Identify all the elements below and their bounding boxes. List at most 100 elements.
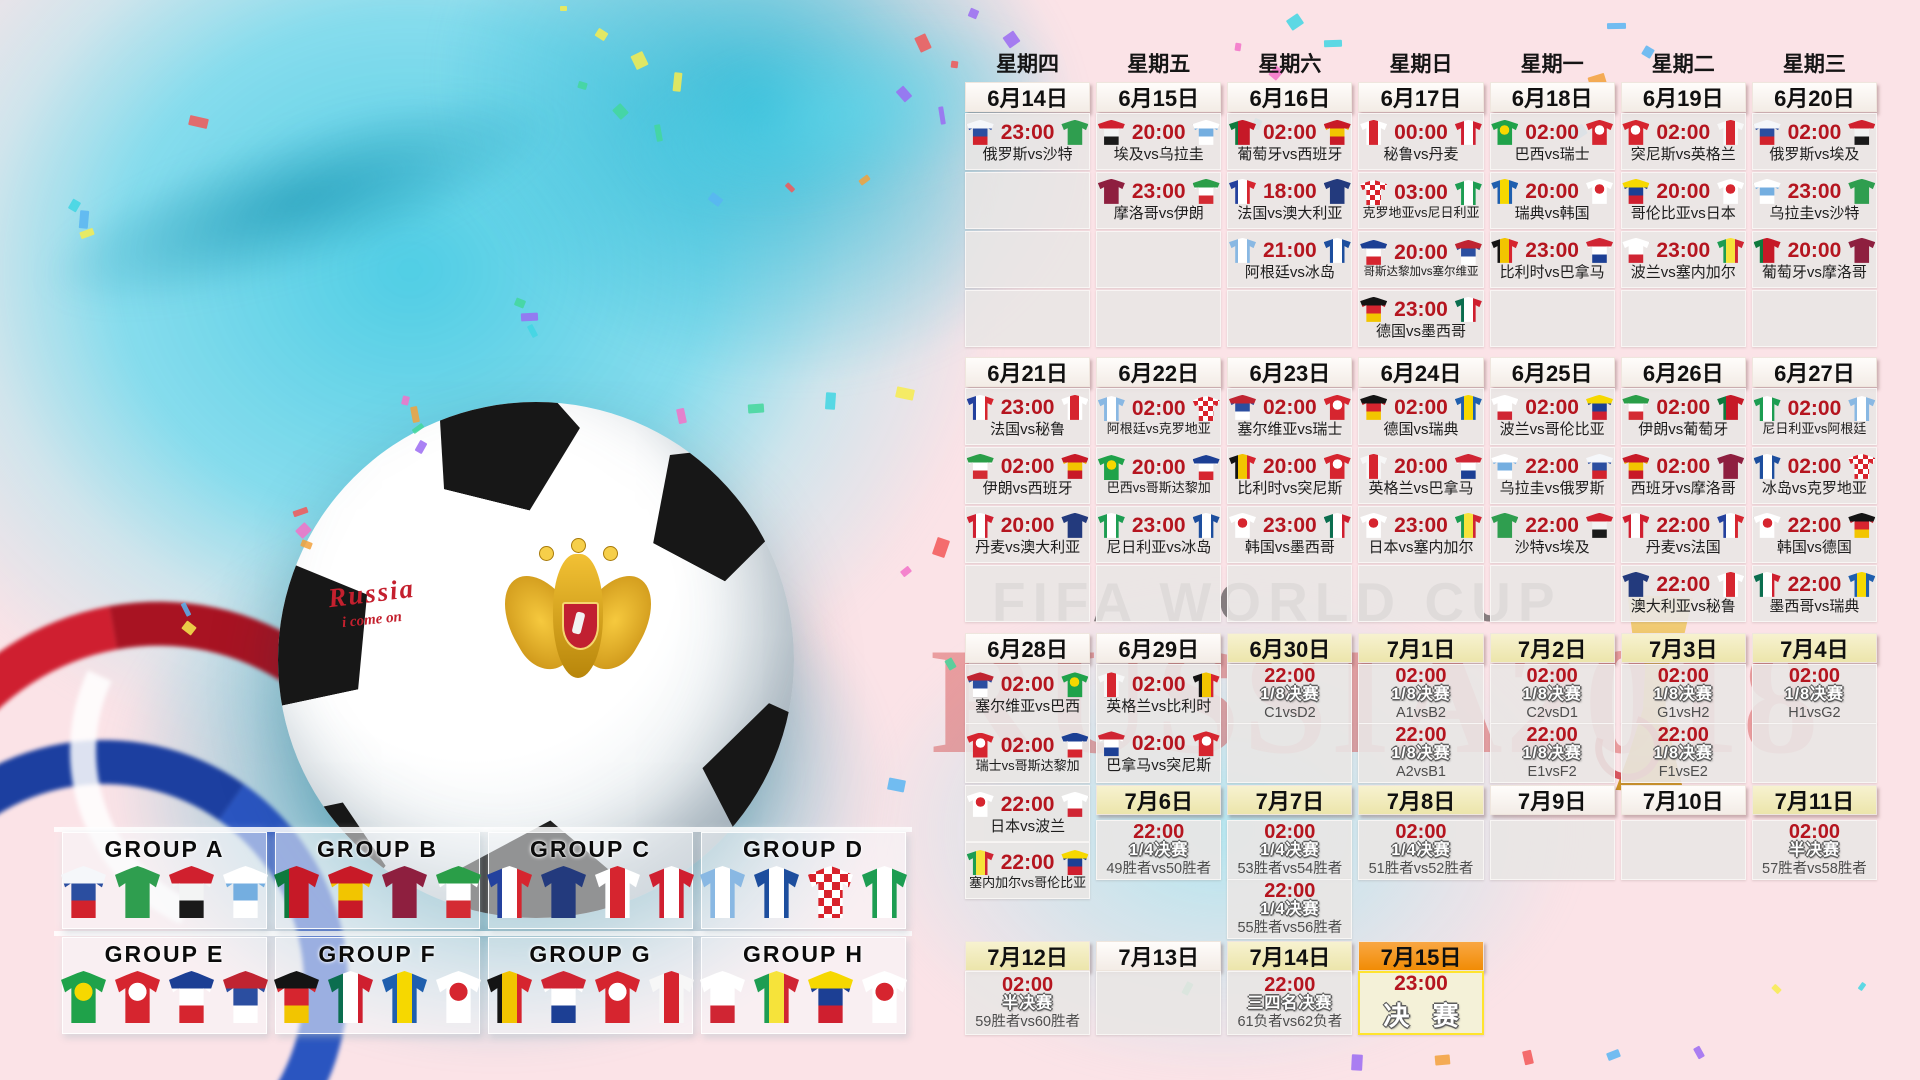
match-cell: 02:00 阿根廷vs克罗地亚 xyxy=(1096,388,1222,445)
pairing-label: 61负者vs62负者 xyxy=(1237,1013,1343,1030)
team-jersey-icon xyxy=(1360,296,1388,322)
calendar-row: 6月14日 6月15日 6月16日 6月17日 6月18日 6月19日 6月20日 xyxy=(965,82,1877,112)
calendar-row: 02:00 伊朗vs西班牙 20:00 巴西vs哥斯达黎加 20:00 比利时vs突尼斯 2… xyxy=(965,447,1877,504)
knockout-cell: 02:00 半决赛 57胜者vs58胜者 xyxy=(1751,820,1877,880)
team-jersey-icon xyxy=(169,971,214,1023)
team-jersey-icon xyxy=(1454,239,1482,265)
team-jersey-icon xyxy=(541,971,586,1023)
team-jersey-icon xyxy=(1848,119,1876,145)
match-row: 23:00 xyxy=(966,394,1089,420)
match-time: 02:00 xyxy=(1131,732,1186,756)
team-jersey-icon xyxy=(1192,731,1220,757)
match-time: 21:00 xyxy=(1263,238,1317,262)
confetti-piece xyxy=(1434,1054,1451,1066)
match-cell: 20:00 葡萄牙vs摩洛哥 xyxy=(1751,231,1877,288)
team-jersey-icon xyxy=(115,971,160,1023)
team-jersey-icon xyxy=(1491,237,1519,263)
team-jersey-icon xyxy=(966,394,994,420)
match-teams: 瑞士vs哥斯达黎加 xyxy=(975,757,1080,773)
date-box: 6月20日 xyxy=(1751,82,1877,112)
confetti-piece xyxy=(1606,22,1627,30)
group-label: GROUP A xyxy=(104,836,225,862)
match-time: 03:00 xyxy=(1394,181,1448,205)
match-time: 22:00 xyxy=(1787,572,1842,596)
match-row: 23:00 xyxy=(1622,237,1745,263)
group-box-d: GROUP D xyxy=(700,832,907,929)
date-box: 6月27日 xyxy=(1751,357,1877,387)
knockout-cell: 22:00 1/8决赛 E1vsF2 xyxy=(1489,723,1615,783)
match-time: 23:00 xyxy=(1525,238,1579,262)
calendar-row: 23:00 俄罗斯vs沙特 20:00 埃及vs乌拉圭 02:00 葡萄牙vs西班牙 00:… xyxy=(965,113,1877,170)
calendar-row: 6月21日 6月22日 6月23日 6月24日 6月25日 6月26日 6月27日 xyxy=(965,357,1877,387)
group-box-e: GROUP E xyxy=(61,937,268,1034)
match-time: 22:00 xyxy=(1525,454,1579,478)
date-box: 6月14日 xyxy=(965,82,1091,112)
confetti-piece xyxy=(1285,13,1305,31)
match-row: 23:00 xyxy=(1491,237,1613,263)
final-match-cell: 23:00 决 赛 xyxy=(1358,971,1484,1035)
group-shelf-bar xyxy=(54,827,912,832)
date-box: 6月29日 xyxy=(1096,633,1222,663)
pairing-label: C2vsD1 xyxy=(1526,704,1578,721)
team-jersey-icon xyxy=(1360,180,1388,206)
match-time: 23:00 xyxy=(1131,513,1186,537)
match-teams: 伊朗vs西班牙 xyxy=(982,479,1073,497)
match-time: 02:00 xyxy=(1787,397,1842,421)
match-time: 02:00 xyxy=(1657,665,1709,687)
group-label: GROUP E xyxy=(104,941,225,967)
date-box: 7月11日 xyxy=(1751,785,1877,815)
team-jersey-icon xyxy=(1061,672,1089,698)
match-teams: 乌拉圭vs俄罗斯 xyxy=(1499,479,1605,497)
match-row: 02:00 xyxy=(966,672,1089,698)
group-box-c: GROUP C xyxy=(487,832,694,929)
team-jersey-icon xyxy=(1717,571,1745,597)
match-cell: 22:00 澳大利亚vs秘鲁 xyxy=(1620,565,1746,622)
crown-icon xyxy=(603,546,618,561)
pairing-label: 57胜者vs58胜者 xyxy=(1762,860,1867,877)
date-box: 7月13日 xyxy=(1096,941,1222,971)
team-jersey-icon xyxy=(1454,453,1482,479)
weekday-label: 星期一 xyxy=(1520,53,1584,76)
team-jersey-icon xyxy=(966,672,994,698)
date-box: 6月25日 xyxy=(1489,357,1615,387)
team-jersey-icon xyxy=(1491,512,1519,538)
calendar-row: 02:00 瑞士vs哥斯达黎加 02:00 巴拿马vs突尼斯 22:00 1/8决赛 A2v… xyxy=(965,723,1877,783)
team-jersey-icon xyxy=(1454,296,1482,322)
groups-panel: GROUP A GROUP B GROUP C GROUP D GROUP E GROUP… xyxy=(61,832,907,1034)
team-jersey-icon xyxy=(1586,453,1613,479)
date-box: 7月4日 xyxy=(1751,633,1877,663)
match-row: 22:00 xyxy=(1753,571,1876,597)
date-box: 7月2日 xyxy=(1489,633,1615,663)
match-teams: 秘鲁vs丹麦 xyxy=(1383,145,1459,163)
date-box: 6月16日 xyxy=(1227,82,1353,112)
match-cell: 23:00 日本vs塞内加尔 xyxy=(1358,506,1484,563)
empty-cell xyxy=(1096,290,1222,347)
russia-coat-of-arms xyxy=(488,538,668,700)
team-jersey-icon xyxy=(1061,394,1089,420)
match-row: 20:00 xyxy=(1097,119,1220,145)
match-row: 18:00 xyxy=(1229,178,1351,204)
match-teams: 法国vs澳大利亚 xyxy=(1237,204,1343,222)
match-cell: 02:00 尼日利亚vs阿根廷 xyxy=(1751,388,1877,445)
match-teams: 塞尔维亚vs巴西 xyxy=(975,698,1081,716)
match-teams: 阿根廷vs克罗地亚 xyxy=(1106,421,1211,437)
match-time: 02:00 xyxy=(1263,395,1317,419)
match-time: 20:00 xyxy=(1000,513,1055,537)
match-row: 02:00 xyxy=(1622,453,1745,479)
match-teams: 哥伦比亚vs日本 xyxy=(1630,204,1736,222)
match-row: 20:00 xyxy=(1753,237,1876,263)
team-jersey-icon xyxy=(223,971,268,1023)
group-label: GROUP G xyxy=(529,941,652,967)
team-jersey-icon xyxy=(1229,178,1256,204)
team-jersey-icon xyxy=(61,866,106,918)
match-teams: 澳大利亚vs秘鲁 xyxy=(1630,597,1736,615)
team-jersey-icon xyxy=(754,971,799,1023)
pairing-label: A2vsB1 xyxy=(1396,763,1446,780)
team-jersey-icon xyxy=(1586,237,1613,263)
match-teams: 塞尔维亚vs瑞士 xyxy=(1237,420,1343,438)
team-jersey-icon xyxy=(1323,512,1351,538)
date-box: 6月21日 xyxy=(965,357,1091,387)
date-box: 6月28日 xyxy=(965,633,1091,663)
team-jersey-icon xyxy=(1192,455,1220,481)
